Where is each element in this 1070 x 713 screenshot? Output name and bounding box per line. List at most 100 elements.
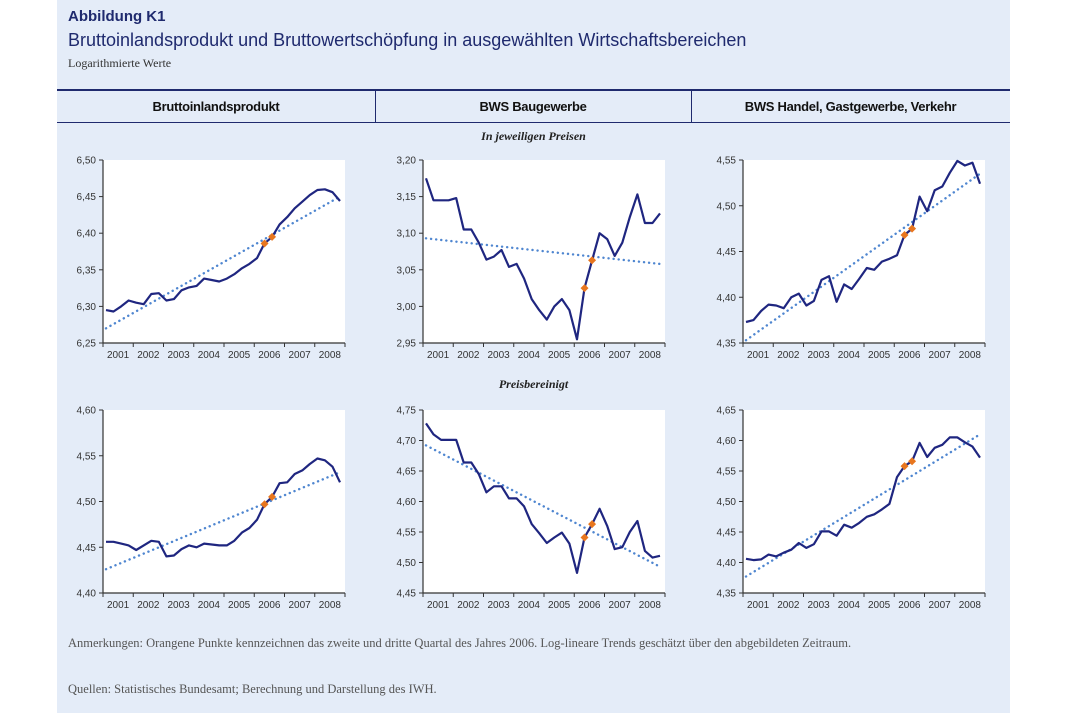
x-tick-label: 2007 — [289, 350, 312, 361]
x-tick-label: 2008 — [639, 350, 662, 361]
x-tick-label: 2005 — [868, 600, 891, 611]
x-tick-label: 2004 — [518, 600, 541, 611]
figure-title: Bruttoinlandsprodukt und Bruttowertschöp… — [68, 30, 747, 50]
x-tick-label: 2002 — [777, 350, 800, 361]
y-tick-label: 4,45 — [717, 247, 737, 258]
y-tick-label: 3,10 — [397, 229, 417, 240]
x-tick-label: 2004 — [518, 350, 541, 361]
figure-label: Abbildung K1 — [68, 8, 166, 25]
y-tick-label: 4,45 — [77, 543, 97, 554]
highlight-marker — [588, 256, 597, 265]
x-tick-label: 2005 — [868, 350, 891, 361]
highlight-marker — [580, 284, 589, 293]
x-tick-label: 2006 — [898, 600, 921, 611]
y-tick-label: 6,25 — [77, 339, 97, 350]
column-header-bip: Bruttoinlandsprodukt — [152, 99, 280, 114]
y-tick-label: 3,15 — [397, 192, 417, 203]
y-tick-label: 6,45 — [77, 192, 97, 203]
x-tick-label: 2004 — [198, 350, 221, 361]
y-tick-label: 4,70 — [397, 436, 417, 447]
chart-bau-real: 4,45 4,50 4,55 4,60 4,65 4,70 4,75 2001 2002 2003… — [397, 406, 666, 611]
x-tick-label: 2003 — [488, 350, 511, 361]
y-tick-label: 6,35 — [77, 265, 97, 276]
remarks-note: Anmerkungen: Orangene Punkte kennzeichne… — [68, 636, 852, 650]
trend-line — [104, 471, 342, 571]
x-tick-label: 2007 — [289, 600, 312, 611]
y-tick-label: 4,50 — [717, 497, 737, 508]
x-tick-label: 2008 — [959, 350, 982, 361]
x-tick-label: 2006 — [578, 350, 601, 361]
x-tick-label: 2003 — [808, 350, 831, 361]
x-tick-label: 2006 — [258, 350, 281, 361]
y-tick-label: 4,40 — [717, 558, 737, 569]
x-tick-label: 2006 — [898, 350, 921, 361]
y-tick-label: 4,60 — [397, 497, 417, 508]
y-tick-label: 6,30 — [77, 302, 97, 313]
column-divider — [691, 91, 692, 122]
series-line — [425, 422, 661, 574]
x-tick-label: 2002 — [457, 350, 480, 361]
y-tick-label: 4,45 — [717, 528, 737, 539]
x-tick-label: 2005 — [548, 600, 571, 611]
y-tick-label: 4,55 — [77, 451, 97, 462]
plot-area — [423, 410, 665, 593]
y-tick-label: 4,40 — [77, 589, 97, 600]
x-tick-label: 2001 — [427, 350, 450, 361]
series-line — [105, 188, 341, 313]
figure-panel — [57, 0, 1010, 713]
y-tick-label: 4,45 — [397, 589, 417, 600]
trend-line — [424, 237, 662, 266]
y-tick-label: 4,65 — [397, 467, 417, 478]
chart-handel-real: 4,35 4,40 4,45 4,50 4,55 4,60 4,65 2001 2002 2003… — [717, 406, 986, 611]
x-tick-label: 2008 — [319, 350, 342, 361]
column-header-bau: BWS Baugewerbe — [479, 99, 587, 114]
x-tick-label: 2007 — [929, 350, 952, 361]
chart-bip-nominal: 6,25 6,30 6,35 6,40 6,45 6,50 2001 2002 2003 2004… — [77, 156, 346, 361]
x-tick-label: 2007 — [609, 600, 632, 611]
y-tick-label: 4,60 — [77, 406, 97, 417]
y-tick-label: 6,50 — [77, 156, 97, 167]
x-tick-label: 2003 — [488, 600, 511, 611]
plot-area — [103, 160, 345, 343]
x-tick-label: 2006 — [258, 600, 281, 611]
y-tick-label: 4,50 — [77, 497, 97, 508]
highlight-marker — [260, 239, 269, 248]
sources-note: Quellen: Statistisches Bundesamt; Berech… — [68, 682, 437, 696]
x-tick-label: 2007 — [929, 600, 952, 611]
y-tick-label: 3,00 — [397, 302, 417, 313]
x-tick-label: 2005 — [228, 350, 251, 361]
x-tick-label: 2008 — [639, 600, 662, 611]
y-tick-label: 4,55 — [717, 156, 737, 167]
y-tick-label: 3,20 — [397, 156, 417, 167]
x-tick-label: 2002 — [137, 600, 160, 611]
x-tick-label: 2002 — [137, 350, 160, 361]
figure-subtitle: Logarithmierte Werte — [68, 56, 172, 70]
chart-handel-nominal: 4,35 4,40 4,45 4,50 4,55 2001 2002 2003 2004 2005… — [717, 156, 986, 361]
highlight-marker — [908, 457, 917, 466]
section-label-real: Preisbereinigt — [498, 377, 569, 391]
x-tick-label: 2004 — [198, 600, 221, 611]
x-tick-label: 2003 — [168, 600, 191, 611]
chart-bau-nominal: 2,95 3,00 3,05 3,10 3,15 3,20 2001 2002 2003 2004… — [397, 156, 666, 361]
y-tick-label: 4,55 — [717, 467, 737, 478]
x-tick-label: 2005 — [548, 350, 571, 361]
plot-area — [423, 160, 665, 343]
highlight-marker — [268, 492, 277, 501]
section-label-nominal: In jeweiligen Preisen — [481, 129, 586, 143]
series-line — [745, 436, 981, 562]
x-tick-label: 2002 — [777, 600, 800, 611]
highlight-marker — [900, 462, 909, 471]
y-tick-label: 4,60 — [717, 436, 737, 447]
y-tick-label: 4,75 — [397, 406, 417, 417]
column-header-row: Bruttoinlandsprodukt BWS Baugewerbe BWS … — [57, 89, 1010, 123]
x-tick-label: 2006 — [578, 600, 601, 611]
x-tick-label: 2004 — [838, 600, 861, 611]
y-tick-label: 4,50 — [717, 201, 737, 212]
x-tick-label: 2005 — [228, 600, 251, 611]
highlight-marker — [588, 520, 597, 529]
series-line — [745, 159, 982, 324]
y-tick-label: 4,55 — [397, 528, 417, 539]
x-tick-label: 2001 — [427, 600, 450, 611]
highlight-marker — [260, 500, 269, 509]
x-tick-label: 2007 — [609, 350, 632, 361]
